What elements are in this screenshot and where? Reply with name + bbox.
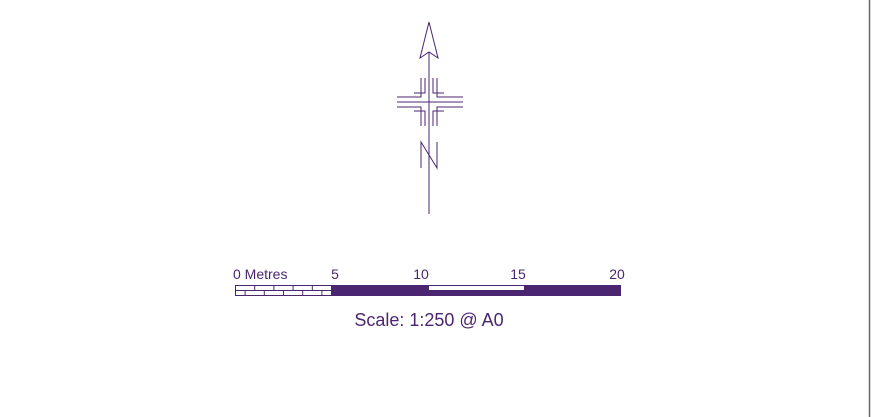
scale-label-15: 15 — [510, 266, 526, 282]
scale-label-5: 5 — [331, 266, 339, 282]
north-arrow-icon — [397, 21, 463, 214]
scale-segment-15-20 — [524, 285, 621, 296]
scale-label-0: 0 Metres — [233, 266, 287, 282]
scale-text: Scale: 1:250 @ A0 — [354, 310, 503, 330]
scale-segment-5-10 — [331, 285, 429, 296]
north-letter-text: N — [0, 0, 1, 1]
scale-label-10: 10 — [413, 266, 429, 282]
scale-bar: 0 Metres 5 10 15 20 Scale: 1:250 @ A0 — [233, 266, 625, 330]
scale-label-20: 20 — [609, 266, 625, 282]
north-letter-icon — [420, 140, 438, 170]
